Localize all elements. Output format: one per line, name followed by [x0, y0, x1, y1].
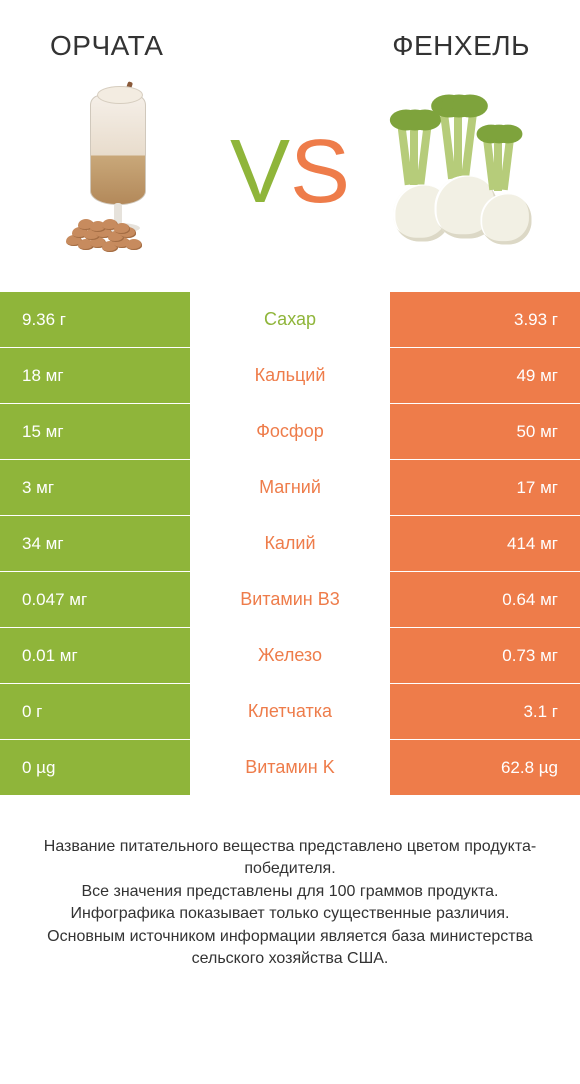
- table-row: 18 мгКальций49 мг: [0, 348, 580, 404]
- vs-label: VS: [230, 127, 350, 217]
- nutrient-label: Калий: [190, 516, 390, 571]
- table-row: 0 гКлетчатка3.1 г: [0, 684, 580, 740]
- right-product-image: [380, 82, 540, 262]
- table-row: 15 мгФосфор50 мг: [0, 404, 580, 460]
- nutrient-label: Клетчатка: [190, 684, 390, 739]
- left-value: 0 µg: [0, 740, 190, 795]
- images-row: VS: [0, 72, 580, 292]
- vs-s: S: [290, 127, 350, 217]
- comparison-table: 9.36 гСахар3.93 г18 мгКальций49 мг15 мгФ…: [0, 292, 580, 796]
- left-value: 0.047 мг: [0, 572, 190, 627]
- left-value: 0 г: [0, 684, 190, 739]
- table-row: 3 мгМагний17 мг: [0, 460, 580, 516]
- nutrient-label: Магний: [190, 460, 390, 515]
- right-value: 0.73 мг: [390, 628, 580, 683]
- left-value: 9.36 г: [0, 292, 190, 347]
- left-value: 0.01 мг: [0, 628, 190, 683]
- right-value: 0.64 мг: [390, 572, 580, 627]
- left-value: 34 мг: [0, 516, 190, 571]
- right-value: 62.8 µg: [390, 740, 580, 795]
- right-value: 414 мг: [390, 516, 580, 571]
- vs-v: V: [230, 127, 290, 217]
- right-value: 17 мг: [390, 460, 580, 515]
- left-value: 18 мг: [0, 348, 190, 403]
- nutrient-label: Кальций: [190, 348, 390, 403]
- left-value: 3 мг: [0, 460, 190, 515]
- nutrient-label: Витамин K: [190, 740, 390, 795]
- nutrient-label: Фосфор: [190, 404, 390, 459]
- footer-line: Все значения представлены для 100 граммо…: [25, 881, 555, 903]
- footer-notes: Название питательного вещества представл…: [0, 796, 580, 970]
- left-product-image: [40, 82, 200, 262]
- table-row: 34 мгКалий414 мг: [0, 516, 580, 572]
- left-value: 15 мг: [0, 404, 190, 459]
- left-product-title: ОРЧАТА: [50, 30, 163, 62]
- table-row: 9.36 гСахар3.93 г: [0, 292, 580, 348]
- nutrient-label: Витамин B3: [190, 572, 390, 627]
- fennel-illustration: [380, 87, 540, 257]
- footer-line: Основным источником информации является …: [25, 926, 555, 971]
- right-product-title: ФЕНХЕЛЬ: [392, 30, 530, 62]
- right-value: 49 мг: [390, 348, 580, 403]
- right-value: 3.1 г: [390, 684, 580, 739]
- table-row: 0.01 мгЖелезо0.73 мг: [0, 628, 580, 684]
- right-value: 3.93 г: [390, 292, 580, 347]
- table-row: 0 µgВитамин K62.8 µg: [0, 740, 580, 796]
- table-row: 0.047 мгВитамин B30.64 мг: [0, 572, 580, 628]
- footer-line: Название питательного вещества представл…: [25, 836, 555, 881]
- nutrient-label: Железо: [190, 628, 390, 683]
- right-value: 50 мг: [390, 404, 580, 459]
- header: ОРЧАТА ФЕНХЕЛЬ: [0, 0, 580, 72]
- footer-line: Инфографика показывает только существенн…: [25, 903, 555, 925]
- nutrient-label: Сахар: [190, 292, 390, 347]
- horchata-illustration: [60, 87, 180, 257]
